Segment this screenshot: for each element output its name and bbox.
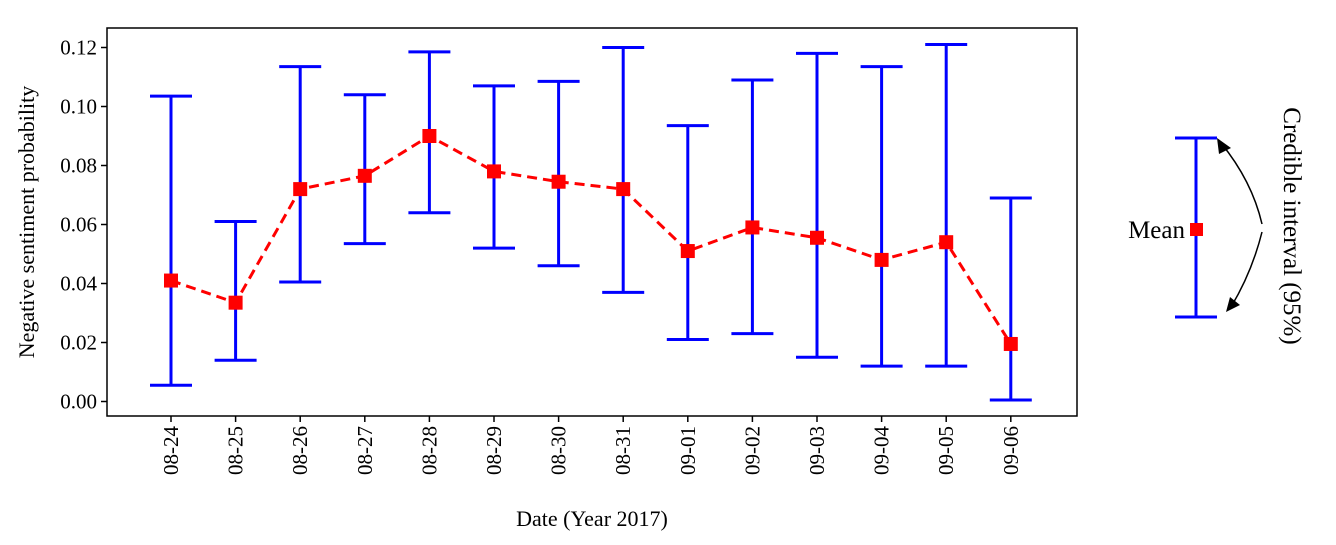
- legend-upper-arrow-shaft: [1220, 142, 1263, 225]
- x-tick-label: 09-02: [740, 426, 764, 475]
- y-tick-label: 0.00: [60, 390, 97, 414]
- mean-marker: [1003, 336, 1018, 351]
- x-tick-label: 08-30: [547, 426, 571, 475]
- x-tick-label: 09-03: [805, 426, 829, 475]
- y-tick-label: 0.02: [60, 331, 97, 355]
- mean-marker: [745, 220, 760, 235]
- x-tick-label: 08-28: [417, 426, 441, 475]
- legend-interval-label: Credible interval (95%): [1278, 107, 1305, 344]
- mean-marker: [551, 174, 566, 189]
- mean-marker: [616, 182, 631, 197]
- axes: 0.00 0.02 0.04 0.06 0.08 0.10 0.12 08-24 08-25 08…: [60, 27, 1078, 475]
- y-tick-label: 0.06: [60, 213, 97, 237]
- x-tick-label: 09-04: [870, 426, 894, 475]
- legend-upper-arrowhead: [1217, 138, 1231, 154]
- x-tick-label: 08-25: [224, 426, 248, 475]
- mean-marker: [357, 168, 372, 183]
- legend-mean-marker: [1190, 223, 1203, 236]
- mean-marker: [680, 244, 695, 259]
- x-tick-label: 09-05: [934, 426, 958, 475]
- y-tick-label: 0.12: [60, 36, 97, 60]
- y-tick-label: 0.04: [60, 272, 97, 296]
- mean-line: [170, 134, 1013, 345]
- mean-marker: [874, 252, 889, 267]
- mean-marker: [939, 235, 954, 250]
- x-tick-label: 08-31: [611, 426, 635, 475]
- x-tick-label: 08-24: [159, 426, 183, 475]
- plot-area: [150, 43, 1032, 402]
- y-axis-title: Negative sentiment probability: [14, 86, 39, 359]
- mean-marker: [422, 129, 437, 143]
- x-tick-label: 08-27: [353, 426, 377, 475]
- mean-marker: [810, 230, 824, 245]
- legend-lower-arrow-shaft: [1230, 231, 1263, 308]
- legend: Mean Credible interval (95%): [1128, 107, 1305, 344]
- legend-lower-arrowhead: [1226, 297, 1240, 312]
- x-tick-label: 08-26: [288, 426, 312, 475]
- x-axis-title: Date (Year 2017): [516, 506, 668, 531]
- mean-marker: [164, 273, 178, 288]
- legend-mean-label: Mean: [1128, 217, 1185, 244]
- mean-marker: [228, 295, 243, 310]
- mean-marker: [293, 182, 308, 197]
- x-tick-label: 09-01: [676, 426, 700, 475]
- x-tick-label: 08-29: [482, 426, 506, 475]
- y-tick-label: 0.08: [60, 154, 97, 178]
- y-tick-label: 0.10: [60, 95, 97, 119]
- x-tick-label: 09-06: [999, 426, 1023, 475]
- mean-marker: [487, 164, 501, 179]
- plot-frame: [106, 27, 1078, 417]
